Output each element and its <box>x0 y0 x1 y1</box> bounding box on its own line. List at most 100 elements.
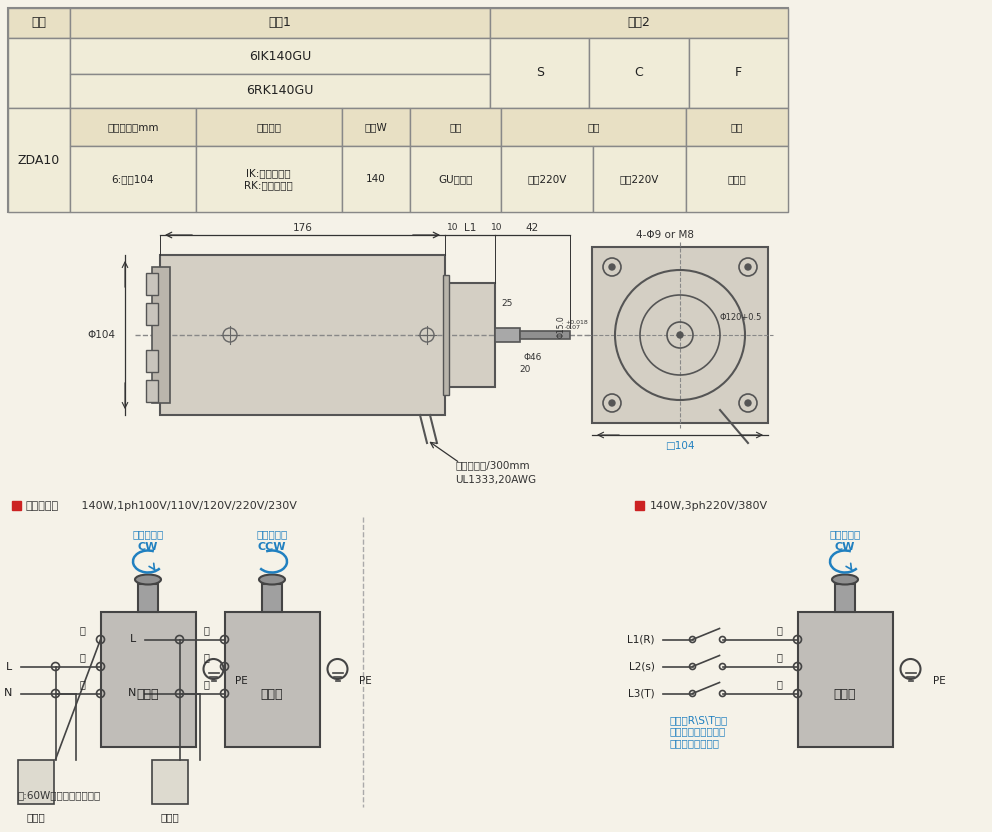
Text: 配件: 配件 <box>731 122 743 132</box>
Text: PE: PE <box>235 676 248 686</box>
Bar <box>688 38 788 108</box>
Text: N: N <box>128 689 137 699</box>
Ellipse shape <box>135 575 161 585</box>
Bar <box>835 583 855 612</box>
Text: GU型齿轴: GU型齿轴 <box>438 174 472 184</box>
Text: 顺时针方向: 顺时针方向 <box>829 529 861 539</box>
Bar <box>411 108 501 146</box>
Bar <box>160 255 445 415</box>
Text: 白: 白 <box>79 652 85 662</box>
Text: 电容器: 电容器 <box>26 813 45 823</box>
Text: 代码: 代码 <box>32 17 47 29</box>
Text: CW: CW <box>138 542 158 552</box>
Text: 单相220V: 单相220V <box>620 174 660 184</box>
Text: 10: 10 <box>491 224 503 232</box>
Text: 红: 红 <box>203 680 209 690</box>
Text: 140W,1ph100V/110V/120V/220V/230V: 140W,1ph100V/110V/120V/220V/230V <box>78 501 297 511</box>
Text: 规格1: 规格1 <box>269 17 292 29</box>
Bar <box>152 760 187 804</box>
Text: 电压: 电压 <box>587 122 599 132</box>
Bar <box>224 612 319 746</box>
Bar <box>8 8 788 212</box>
Bar <box>195 108 341 146</box>
Text: 电动机: 电动机 <box>261 687 284 701</box>
Text: 三相220V: 三相220V <box>527 174 566 184</box>
Text: 20: 20 <box>520 365 531 374</box>
Text: 6:表示104: 6:表示104 <box>112 174 154 184</box>
Text: □104: □104 <box>666 441 694 451</box>
Text: 接线示意图: 接线示意图 <box>26 501 60 511</box>
Text: Φ120+0.5: Φ120+0.5 <box>720 313 763 321</box>
Text: 白: 白 <box>203 652 209 662</box>
Bar <box>411 146 501 212</box>
Text: 白: 白 <box>777 680 783 690</box>
Bar <box>686 146 788 212</box>
Text: F: F <box>735 67 742 80</box>
Bar <box>138 583 158 612</box>
Bar <box>70 74 490 108</box>
Text: PE: PE <box>359 676 372 686</box>
Circle shape <box>745 400 751 406</box>
Text: 6IK140GU: 6IK140GU <box>249 49 311 62</box>
Bar <box>490 8 788 38</box>
Text: N: N <box>4 689 13 699</box>
Text: C: C <box>635 67 644 80</box>
Bar <box>8 108 70 212</box>
Bar <box>8 8 70 38</box>
Text: CCW: CCW <box>258 542 287 552</box>
Text: L3(T): L3(T) <box>628 689 655 699</box>
Bar <box>341 146 411 212</box>
Bar <box>12 501 21 510</box>
Bar <box>262 583 282 612</box>
Bar <box>341 108 411 146</box>
Circle shape <box>677 332 683 338</box>
Text: 类型名称: 类型名称 <box>256 122 281 132</box>
Text: 42: 42 <box>526 223 539 233</box>
Bar <box>798 612 893 746</box>
Text: +0.018
-0.07: +0.018 -0.07 <box>565 319 587 330</box>
Circle shape <box>609 400 615 406</box>
Bar <box>445 283 495 387</box>
Text: S: S <box>536 67 544 80</box>
Bar <box>635 501 644 510</box>
Text: L1(R): L1(R) <box>627 635 655 645</box>
Text: 蓝: 蓝 <box>777 652 783 662</box>
Bar <box>146 380 158 402</box>
Text: 电动机导线/300mm: 电动机导线/300mm <box>455 460 530 470</box>
Text: IK:感应电动机
RK:可逆电动机: IK:感应电动机 RK:可逆电动机 <box>244 168 293 190</box>
Text: 注:60W以上默认带风扇。: 注:60W以上默认带风扇。 <box>18 790 101 800</box>
Text: 电容器: 电容器 <box>160 813 179 823</box>
Text: 电动机: 电动机 <box>833 687 856 701</box>
Bar <box>70 38 490 74</box>
Text: 黑: 黑 <box>777 626 783 636</box>
Bar <box>100 612 195 746</box>
Bar <box>70 146 195 212</box>
Bar <box>589 38 688 108</box>
Text: CW: CW <box>835 542 855 552</box>
Text: 若对换R\S\T中任
意二条，电动机会作
逆时针方向运转。: 若对换R\S\T中任 意二条，电动机会作 逆时针方向运转。 <box>670 715 728 748</box>
Text: Φ15.0: Φ15.0 <box>557 315 566 339</box>
Bar <box>18 760 54 804</box>
Bar <box>501 108 686 146</box>
Text: PE: PE <box>932 676 945 686</box>
Text: 顺时针方向: 顺时针方向 <box>132 529 164 539</box>
Text: 电动机尺寸mm: 电动机尺寸mm <box>107 122 159 132</box>
Bar <box>593 146 686 212</box>
Text: L: L <box>130 635 137 645</box>
Bar <box>70 108 195 146</box>
Ellipse shape <box>832 575 858 585</box>
Text: 4-Φ9 or M8: 4-Φ9 or M8 <box>636 230 694 240</box>
Bar <box>686 108 788 146</box>
Bar <box>8 38 70 108</box>
Text: 140: 140 <box>366 174 386 184</box>
Text: Φ46: Φ46 <box>524 353 543 361</box>
Bar <box>443 275 449 395</box>
Text: 电动机: 电动机 <box>137 687 160 701</box>
Text: L: L <box>6 661 13 671</box>
Text: 176: 176 <box>293 223 312 233</box>
Text: 蓝: 蓝 <box>203 626 209 636</box>
Text: 10: 10 <box>447 224 458 232</box>
Text: 6RK140GU: 6RK140GU <box>246 85 313 97</box>
Bar <box>520 331 570 339</box>
Text: 带风扇: 带风扇 <box>727 174 746 184</box>
